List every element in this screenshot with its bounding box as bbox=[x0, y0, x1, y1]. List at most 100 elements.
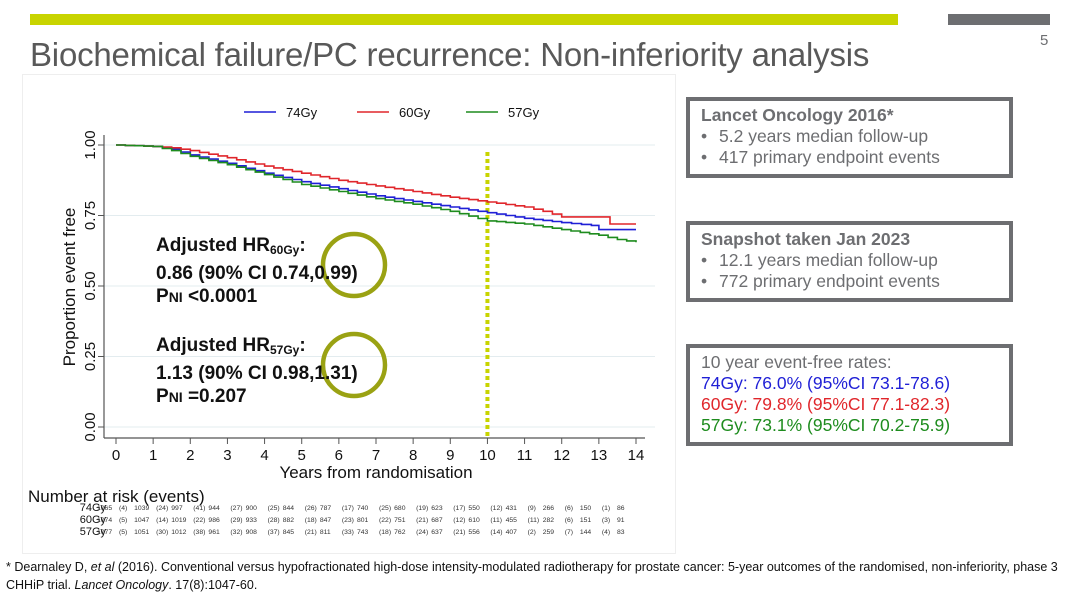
footnote: * Dearnaley D, et al (2016). Conventiona… bbox=[6, 558, 1066, 594]
legend-label-60gy: 60Gy bbox=[399, 105, 431, 120]
risk-events: (22) bbox=[193, 517, 206, 524]
risk-events: (32) bbox=[230, 529, 243, 536]
bullet-icon: • bbox=[701, 271, 708, 291]
hr-colon: : bbox=[299, 235, 306, 256]
risk-count: 740 bbox=[357, 505, 369, 512]
footnote-text: (2016). Conventional versus hypofraction… bbox=[6, 560, 1058, 592]
x-tick-label: 11 bbox=[517, 447, 533, 464]
risk-count: 1065 bbox=[97, 505, 113, 512]
legend: 74Gy 60Gy 57Gy bbox=[244, 105, 540, 120]
footnote-author: * Dearnaley D, bbox=[6, 560, 91, 574]
risk-count: 266 bbox=[542, 505, 555, 512]
risk-count: 1039 bbox=[134, 505, 150, 512]
risk-events: (2) bbox=[527, 529, 536, 536]
risk-events: (21) bbox=[304, 529, 317, 536]
accent-bar bbox=[30, 14, 898, 25]
risk-events: (17) bbox=[341, 505, 354, 512]
risk-events: (14) bbox=[490, 529, 503, 536]
highlight-circle-60gy bbox=[320, 231, 388, 299]
risk-events: (18) bbox=[304, 517, 317, 524]
survival-curves bbox=[116, 144, 637, 243]
risk-count: 1012 bbox=[171, 529, 187, 536]
x-tick-label: 5 bbox=[298, 447, 306, 464]
hr-57gy-annotation: Adjusted HR57Gy: 1.13 (90% CI 0.98,1.31)… bbox=[156, 334, 358, 409]
rate-74gy: 74Gy: 76.0% (95%CI 73.1-78.6) bbox=[701, 373, 951, 393]
risk-count: 997 bbox=[171, 505, 183, 512]
slide-title: Biochemical failure/PC recurrence: Non-i… bbox=[30, 36, 870, 73]
highlight-circles bbox=[320, 231, 388, 399]
risk-events: (23) bbox=[341, 517, 354, 524]
risk-count: 762 bbox=[394, 529, 406, 536]
p-value: =0.207 bbox=[182, 386, 247, 407]
risk-events: (38) bbox=[193, 529, 206, 536]
risk-count: 1019 bbox=[171, 517, 187, 524]
risk-row-label: 60Gy bbox=[79, 514, 106, 526]
risk-events: (21) bbox=[453, 529, 466, 536]
y-tick-label: 0.75 bbox=[82, 201, 99, 230]
risk-events: (25) bbox=[267, 505, 280, 512]
x-tick-label: 12 bbox=[553, 447, 570, 464]
risk-count: 743 bbox=[357, 529, 369, 536]
risk-count: 637 bbox=[431, 529, 443, 536]
risk-table-title: Number at risk (events) bbox=[28, 487, 205, 506]
x-tick-label: 9 bbox=[446, 447, 454, 464]
y-tick-label: 0.25 bbox=[82, 342, 99, 371]
hr-subscript: 57Gy bbox=[270, 343, 300, 357]
p-subscript: NI bbox=[168, 389, 183, 405]
risk-count: 556 bbox=[468, 529, 480, 536]
risk-events: (24) bbox=[416, 529, 429, 536]
bullet-text: 12.1 years median follow-up bbox=[719, 250, 938, 270]
risk-count: 144 bbox=[579, 529, 592, 536]
risk-events: (9) bbox=[527, 505, 536, 512]
risk-events: (1) bbox=[601, 505, 611, 512]
snapshot-box: Snapshot taken Jan 2023 • 12.1 years medi… bbox=[686, 221, 1013, 302]
lancet-bullet: • 5.2 years median follow-up bbox=[701, 126, 999, 147]
bullet-text: 772 primary endpoint events bbox=[719, 271, 940, 291]
y-axis-label: Proportion event free bbox=[60, 208, 79, 367]
risk-count: 944 bbox=[208, 505, 220, 512]
risk-count: 151 bbox=[579, 517, 592, 524]
hr-60gy-annotation: Adjusted HR60Gy: 0.86 (90% CI 0.74,0.99)… bbox=[156, 234, 358, 309]
risk-events: (6) bbox=[564, 505, 574, 512]
rates-heading: 10 year event-free rates: bbox=[701, 352, 892, 372]
risk-events: (3) bbox=[601, 517, 611, 524]
p-subscript: NI bbox=[168, 289, 183, 305]
risk-count: 431 bbox=[505, 505, 517, 512]
risk-events: (4) bbox=[119, 505, 128, 512]
x-axis-label: Years from randomisation bbox=[279, 463, 472, 482]
risk-row-label: 57Gy bbox=[79, 526, 106, 538]
risk-events: (4) bbox=[601, 529, 611, 536]
risk-events: (11) bbox=[490, 517, 503, 524]
risk-events: (12) bbox=[453, 517, 466, 524]
risk-count: 844 bbox=[282, 505, 295, 512]
risk-events: (33) bbox=[341, 529, 354, 536]
footnote-citation: . 17(8):1047-60. bbox=[168, 578, 258, 592]
curve-57gy bbox=[116, 144, 637, 243]
y-tick-label: 1.00 bbox=[82, 130, 99, 159]
hr-label: Adjusted HR bbox=[156, 235, 270, 256]
x-tick-label: 8 bbox=[409, 447, 417, 464]
risk-events: (17) bbox=[453, 505, 466, 512]
risk-count: 83 bbox=[617, 529, 625, 536]
y-tick-label: 0.50 bbox=[82, 271, 99, 300]
risk-row-label: 74Gy bbox=[79, 502, 106, 514]
curve-74gy bbox=[116, 144, 636, 231]
risk-count: 811 bbox=[319, 529, 331, 536]
footnote-journal: Lancet Oncology bbox=[74, 578, 169, 592]
risk-count: 847 bbox=[319, 517, 332, 524]
risk-count: 1051 bbox=[134, 529, 150, 536]
x-tick-label: 0 bbox=[112, 447, 120, 464]
risk-events: (28) bbox=[267, 517, 280, 524]
curve-60gy bbox=[116, 144, 636, 225]
legend-label-57gy: 57Gy bbox=[508, 105, 540, 120]
risk-events: (12) bbox=[490, 505, 503, 512]
x-tick-label: 6 bbox=[335, 447, 343, 464]
risk-events: (37) bbox=[267, 529, 280, 536]
risk-events: (26) bbox=[304, 505, 317, 512]
lancet-box: Lancet Oncology 2016* • 5.2 years median … bbox=[686, 97, 1013, 178]
risk-count: 1074 bbox=[97, 517, 113, 524]
risk-count: 882 bbox=[282, 517, 295, 524]
lancet-box-title: Lancet Oncology 2016* bbox=[701, 105, 894, 125]
risk-count: 900 bbox=[245, 505, 257, 512]
